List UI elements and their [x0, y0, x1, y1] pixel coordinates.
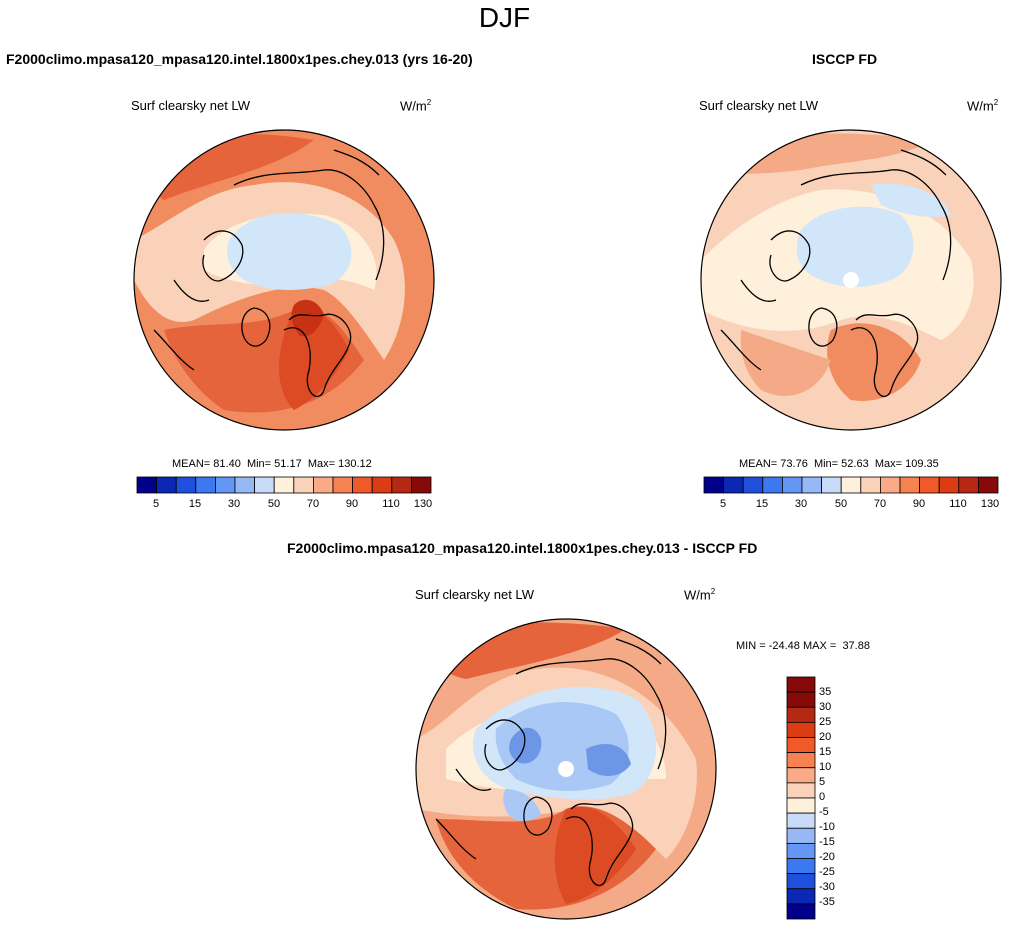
colorbar-box: [786, 797, 816, 814]
panel1-tick: 90: [345, 498, 359, 510]
panel3-tick: 0: [819, 791, 826, 803]
colorbar-box: [899, 476, 921, 494]
panel2-tick: 15: [755, 498, 769, 510]
colorbar-box: [840, 476, 862, 494]
colorbar-box: [332, 476, 354, 494]
panel1-colorbar: [136, 476, 432, 494]
panel3-variable-label: Surf clearsky net LW: [415, 587, 534, 602]
panel1-tick: 5: [152, 498, 160, 510]
panel2-case-title: ISCCP FD: [812, 51, 878, 67]
panel3-tick: -25: [819, 866, 835, 878]
colorbar-box: [938, 476, 960, 494]
panel3-tick: -20: [819, 851, 835, 863]
colorbar-box: [273, 476, 295, 494]
panel3-units: W/m2: [684, 587, 716, 603]
colorbar-box: [175, 476, 197, 494]
panel3-stats: MIN = -24.48 MAX = 37.88: [736, 640, 870, 652]
panel3-colorbar-ticks: 35 30 25 20 15 10 5 0 -5 -10 -15 -20 -25…: [819, 677, 859, 919]
colorbar-box: [254, 476, 275, 494]
colorbar-box: [958, 476, 979, 494]
colorbar-box: [786, 737, 816, 754]
colorbar-box: [195, 476, 216, 494]
colorbar-box: [879, 476, 901, 494]
panel3-tick: 30: [819, 701, 832, 713]
colorbar-box: [391, 476, 412, 494]
colorbar-box: [723, 476, 744, 494]
panel2-tick: 90: [912, 498, 926, 510]
colorbar-box: [786, 752, 816, 769]
panel2-variable-label: Surf clearsky net LW: [699, 98, 818, 113]
panel3-tick: -10: [819, 821, 835, 833]
colorbar-box: [136, 476, 158, 494]
colorbar-box: [742, 476, 764, 494]
panel3-tick: 5: [819, 776, 826, 788]
panel2-tick: 110: [949, 498, 967, 510]
colorbar-box: [786, 903, 816, 920]
panel2-colorbar-ticks: 5 15 30 50 70 90 110 130: [704, 498, 1000, 512]
colorbar-box: [786, 721, 816, 738]
panel2-colorbar: [703, 476, 999, 494]
panel3-tick: 35: [819, 686, 832, 698]
colorbar-box: [352, 476, 373, 494]
panel1-tick: 70: [306, 498, 320, 510]
colorbar-box: [786, 873, 816, 890]
panel3-tick: 20: [819, 731, 832, 743]
colorbar-box: [234, 476, 256, 494]
panel1-tick: 30: [227, 498, 241, 510]
panel3-tick: -15: [819, 836, 835, 848]
colorbar-box: [786, 782, 816, 799]
panel2-tick: 30: [794, 498, 808, 510]
colorbar-box: [786, 888, 816, 905]
panel1-tick: 130: [413, 498, 433, 510]
panel1-polar-map: [133, 129, 435, 431]
panel2-tick: 70: [873, 498, 887, 510]
panel3-case-title: F2000climo.mpasa120_mpasa120.intel.1800x…: [287, 540, 758, 556]
colorbar-box: [312, 476, 334, 494]
panel1-variable-label: Surf clearsky net LW: [131, 98, 250, 113]
panel1-tick: 110: [382, 498, 400, 510]
colorbar-box: [782, 476, 803, 494]
panel3-tick: -35: [819, 896, 835, 908]
colorbar-box: [977, 476, 999, 494]
colorbar-box: [786, 706, 816, 723]
colorbar-box: [371, 476, 393, 494]
panel3-colorbar: [786, 676, 816, 920]
colorbar-box: [786, 767, 816, 784]
panel1-tick: 15: [188, 498, 202, 510]
colorbar-box: [703, 476, 725, 494]
colorbar-box: [821, 476, 842, 494]
panel1-tick: 50: [267, 498, 281, 510]
panel2-tick: 5: [719, 498, 727, 510]
colorbar-box: [762, 476, 783, 494]
panel1-stats: MEAN= 81.40 Min= 51.17 Max= 130.12: [172, 458, 372, 470]
season-title: DJF: [478, 2, 531, 33]
colorbar-box: [293, 476, 314, 494]
panel3-tick: 15: [819, 746, 832, 758]
colorbar-box: [786, 676, 816, 693]
colorbar-box: [786, 858, 816, 875]
panel1-units: W/m2: [400, 98, 432, 114]
colorbar-box: [786, 812, 816, 829]
panel2-polar-map: [700, 129, 1002, 431]
colorbar-box: [786, 691, 816, 708]
panel2-stats: MEAN= 73.76 Min= 52.63 Max= 109.35: [739, 458, 939, 470]
colorbar-box: [919, 476, 940, 494]
colorbar-box: [215, 476, 236, 494]
panel2-tick: 50: [834, 498, 848, 510]
panel3-tick: -30: [819, 881, 835, 893]
panel3-polar-map: [415, 618, 717, 920]
panel1-colorbar-ticks: 5 15 30 50 70 90 110 130: [137, 498, 433, 512]
panel3-tick: 10: [819, 761, 832, 773]
colorbar-box: [410, 476, 432, 494]
colorbar-box: [786, 842, 816, 859]
panel1-case-title: F2000climo.mpasa120_mpasa120.intel.1800x…: [6, 51, 473, 67]
panel3-tick: 25: [819, 716, 832, 728]
panel3-tick: -5: [819, 806, 829, 818]
colorbar-box: [786, 827, 816, 844]
colorbar-box: [801, 476, 823, 494]
panel2-units: W/m2: [967, 98, 999, 114]
colorbar-box: [860, 476, 881, 494]
panel2-tick: 130: [980, 498, 1000, 510]
colorbar-box: [156, 476, 177, 494]
